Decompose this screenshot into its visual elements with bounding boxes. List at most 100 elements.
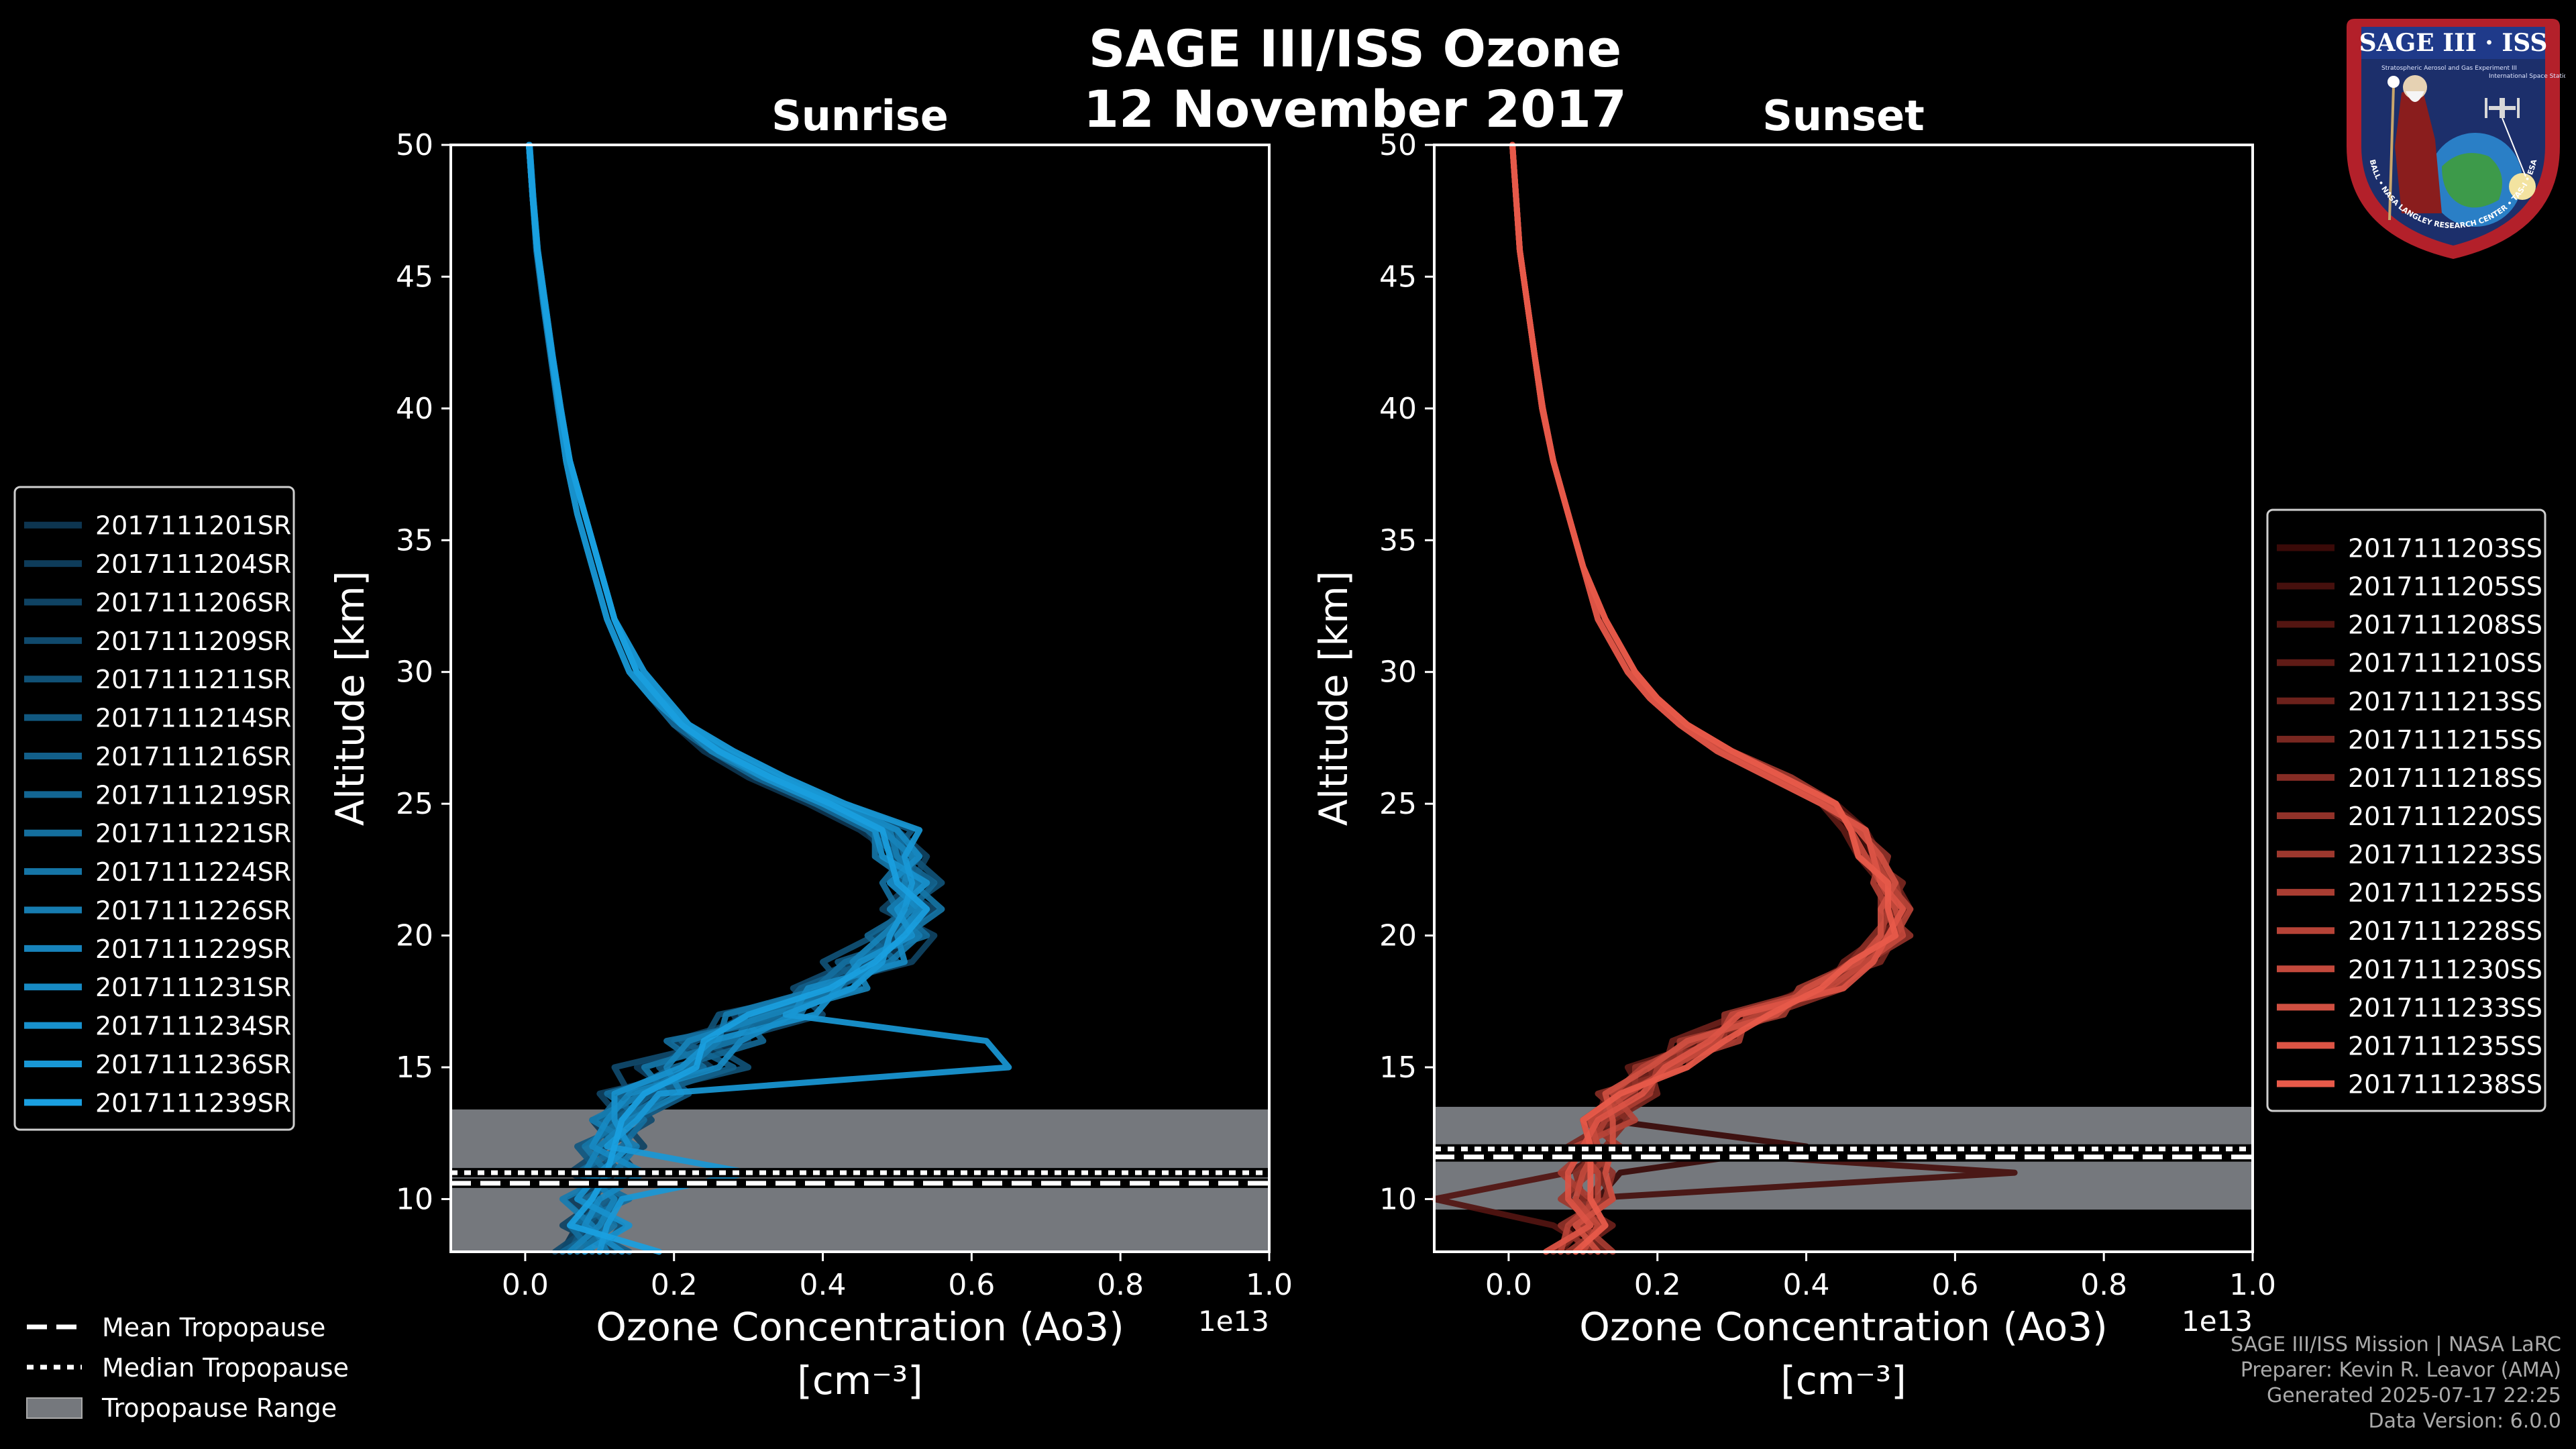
tropopause-legend: Mean Tropopause Median Tropopause Tropopau… — [26, 1313, 349, 1423]
sunrise-legend-entry: 2017111204SR — [95, 549, 291, 579]
footer-generated: Generated 2025-07-17 22:25 — [2266, 1384, 2561, 1407]
sunrise-x-axis-label: Ozone Concentration (Ao3) — [596, 1304, 1124, 1350]
sunset-panel-title: Sunset — [1762, 91, 1925, 140]
sunset-y-tick-label: 50 — [1379, 128, 1417, 162]
sunset-legend-entry: 2017111225SS — [2348, 878, 2542, 908]
sunset-axes-frame — [1433, 144, 2254, 1253]
logo-title-band — [2361, 27, 2545, 59]
sunset-x-tick-label: 0.2 — [1634, 1268, 1681, 1302]
sunset-profile-line-2017111220SS — [1509, 142, 1914, 1255]
sunset-legend: 2017111203SS 2017111205SS 2017111208SS 2017… — [2266, 508, 2546, 1112]
sunset-profile-line-2017111238SS — [1509, 142, 1899, 1255]
sunrise-legend-entry: 2017111201SR — [95, 511, 291, 541]
sunrise-y-tick-label: 50 — [396, 128, 433, 162]
sunrise-legend-entry: 2017111221SR — [95, 819, 291, 849]
logo-station-icon — [2485, 98, 2520, 118]
sunrise-legend-entry: 2017111231SR — [95, 973, 291, 1002]
sunset-y-tick-label: 10 — [1379, 1182, 1417, 1216]
logo-title: SAGE III · ISS — [2359, 29, 2548, 57]
tropopause-range-swatch — [26, 1397, 83, 1419]
logo-continent-icon — [2442, 153, 2502, 208]
sunset-legend-entry: 2017111215SS — [2348, 725, 2542, 755]
sunset-profile-line-2017111223SS — [1509, 142, 1907, 1255]
logo-staff-orb-icon — [2387, 76, 2400, 88]
sunset-panel: 0.0 0.2 0.4 0.6 0.8 1.0 10 15 20 25 30 35 40 45 50 Suns… — [1311, 91, 2276, 1403]
sunset-legend-box — [2266, 508, 2546, 1112]
sunset-profile-line-2017111233SS — [1509, 142, 1899, 1255]
sunset-profile-line-2017111215SS — [1509, 142, 1907, 1255]
sunset-y-tick-label: 15 — [1379, 1051, 1417, 1085]
sunset-profile-line-2017111235SS — [1509, 142, 1907, 1255]
sunrise-x-tick-label: 0.0 — [502, 1268, 549, 1302]
sunset-profile-line-2017111205SS — [1509, 142, 2018, 1255]
logo-subtitle-right: International Space Station — [2489, 73, 2565, 80]
sunset-y-tick-label: 20 — [1379, 919, 1417, 953]
logo-subtitle-left: Stratospheric Aerosol and Gas Experiment… — [2381, 65, 2517, 72]
sunrise-x-multiplier: 1e13 — [1198, 1305, 1269, 1338]
sunset-profile-line-2017111208SS — [1431, 142, 1907, 1255]
sunset-y-axis-label: Altitude [km] — [1311, 571, 1356, 826]
sunrise-legend-entry: 2017111216SR — [95, 742, 291, 771]
sunrise-x-tick-label: 0.8 — [1097, 1268, 1144, 1302]
sunrise-y-tick-label: 25 — [396, 787, 433, 821]
sunrise-legend-entry: 2017111234SR — [95, 1012, 291, 1041]
sunrise-axes-frame — [449, 144, 1271, 1253]
sunrise-y-tick-label: 30 — [396, 655, 433, 690]
sunrise-legend-entry: 2017111226SR — [95, 896, 291, 925]
sunset-y-tick-label: 30 — [1379, 655, 1417, 690]
sunrise-legend-box — [13, 486, 295, 1131]
footer-mission: SAGE III/ISS Mission | NASA LaRC — [2231, 1333, 2561, 1356]
sunset-legend-entry: 2017111223SS — [2348, 840, 2542, 869]
logo-figure-robe-icon — [2395, 86, 2442, 213]
sunset-legend-entry: 2017111218SS — [2348, 763, 2542, 793]
sunrise-y-tick-label: 10 — [396, 1182, 433, 1216]
sunset-y-tick-label: 40 — [1379, 392, 1417, 426]
tropopause-mean-label: Mean Tropopause — [102, 1313, 325, 1342]
sunrise-legend: 2017111201SR 2017111204SR 2017111206SR 2017… — [13, 486, 295, 1131]
sunset-profile-line-2017111203SS — [1509, 142, 1899, 1255]
sunrise-profile-line-2017111239SR — [526, 142, 930, 1255]
sunset-legend-entry: 2017111228SS — [2348, 916, 2542, 946]
sunrise-y-axis-label: Altitude [km] — [327, 571, 373, 826]
sunset-x-tick-label: 0.0 — [1485, 1268, 1532, 1302]
sunrise-y-tick-label: 40 — [396, 392, 433, 426]
figure-title: SAGE III/ISS Ozone 12 November 2017 — [953, 19, 1758, 140]
sunset-y-tick-label: 45 — [1379, 260, 1417, 294]
sunset-legend-entry: 2017111205SS — [2348, 572, 2542, 602]
sunset-legend-entry: 2017111208SS — [2348, 610, 2542, 640]
sunrise-legend-entry: 2017111224SR — [95, 857, 291, 887]
sunrise-profile-line-2017111236SR — [527, 142, 1012, 1255]
footer-preparer: Preparer: Kevin R. Leavor (AMA) — [2240, 1358, 2561, 1382]
sunset-legend-entry: 2017111233SS — [2348, 993, 2542, 1022]
figure-title-line2: 12 November 2017 — [1083, 79, 1627, 139]
sunset-x-axis-label: Ozone Concentration (Ao3) — [1579, 1304, 2108, 1350]
sunset-legend-entry: 2017111203SS — [2348, 534, 2542, 564]
sunset-x-axis-unit: [cm⁻³] — [1780, 1358, 1907, 1403]
sage-iii-mission-logo: SAGE III · ISS Stratospheric Aerosol and… — [2347, 19, 2565, 259]
footer-version: Data Version: 6.0.0 — [2368, 1409, 2561, 1433]
sunrise-legend-entry: 2017111219SR — [95, 780, 291, 810]
sunset-legend-entry: 2017111210SS — [2348, 649, 2542, 678]
sunrise-legend-entry: 2017111211SR — [95, 665, 291, 694]
sunset-profile-line-2017111230SS — [1509, 142, 1907, 1255]
sunset-legend-entry: 2017111213SS — [2348, 687, 2542, 716]
sunrise-legend-entry: 2017111229SR — [95, 934, 291, 964]
sunset-profile-line-2017111213SS — [1509, 142, 1914, 1255]
logo-moon-icon — [2509, 173, 2536, 200]
sunrise-x-tick-label: 1.0 — [1246, 1268, 1293, 1302]
tropopause-median-label: Median Tropopause — [102, 1353, 349, 1383]
sunset-y-tick-label: 35 — [1379, 523, 1417, 557]
sunrise-y-tick-label: 15 — [396, 1051, 433, 1085]
sunset-profile-line-2017111225SS — [1509, 142, 1891, 1255]
sunrise-x-tick-label: 0.4 — [800, 1268, 847, 1302]
sunset-profile-line-2017111218SS — [1509, 142, 1899, 1255]
sunset-profile-line-2017111210SS — [1509, 142, 1907, 1255]
sunrise-x-tick-label: 0.6 — [948, 1268, 995, 1302]
sunset-x-tick-label: 0.8 — [2080, 1268, 2127, 1302]
sunrise-profile-line-2017111229SR — [526, 142, 916, 1255]
sunset-y-tick-label: 25 — [1379, 787, 1417, 821]
figure-title-line1: SAGE III/ISS Ozone — [1088, 19, 1622, 78]
sunset-profile-line-2017111228SS — [1509, 142, 1914, 1255]
sunset-legend-entry: 2017111238SS — [2348, 1069, 2542, 1099]
